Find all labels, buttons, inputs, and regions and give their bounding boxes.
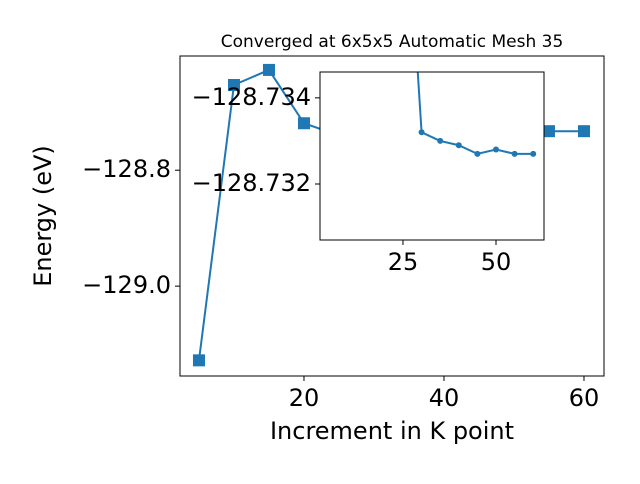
marker bbox=[227, 78, 240, 91]
axes-background bbox=[320, 72, 544, 240]
marker bbox=[542, 125, 555, 138]
marker bbox=[418, 129, 425, 136]
x-tick-label: 60 bbox=[569, 384, 600, 412]
y-tick-label: −129.0 bbox=[82, 271, 171, 299]
axes-frame bbox=[319, 71, 545, 241]
marker bbox=[437, 137, 444, 144]
axes-frame bbox=[179, 55, 605, 377]
series-line bbox=[416, 72, 534, 155]
x-tick-label: 50 bbox=[481, 248, 512, 276]
marker bbox=[262, 63, 275, 76]
marker bbox=[455, 142, 462, 149]
marker bbox=[192, 354, 205, 367]
y-tick-label: −128.734 bbox=[192, 83, 311, 111]
marker bbox=[474, 150, 481, 157]
x-axis-label: Increment in K point bbox=[270, 417, 514, 445]
y-tick-label: −128.8 bbox=[82, 155, 171, 183]
marker bbox=[530, 150, 537, 157]
marker bbox=[577, 125, 590, 138]
marker bbox=[297, 117, 310, 130]
marker bbox=[493, 146, 499, 153]
y-tick-label: −128.732 bbox=[192, 169, 311, 197]
chart-title: Converged at 6x5x5 Automatic Mesh 35 bbox=[221, 32, 564, 52]
x-tick-label: 40 bbox=[429, 384, 460, 412]
marker bbox=[511, 150, 518, 157]
y-axis-label: Energy (eV) bbox=[29, 145, 57, 287]
x-tick-label: 25 bbox=[388, 248, 419, 276]
plot-area bbox=[416, 72, 537, 157]
x-tick-label: 20 bbox=[289, 384, 320, 412]
